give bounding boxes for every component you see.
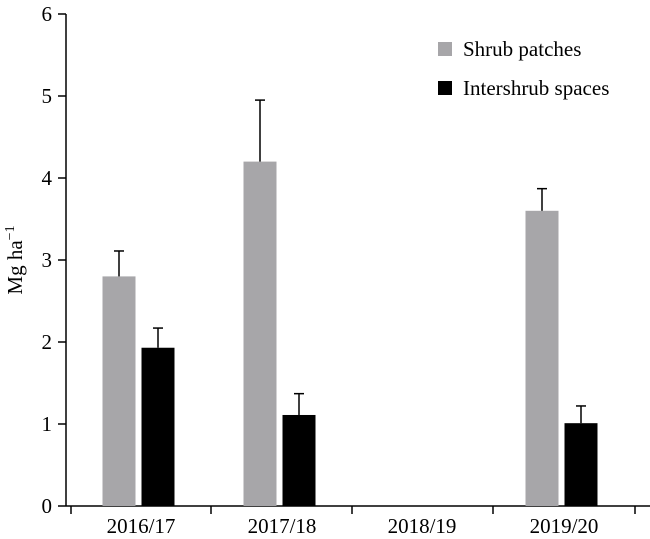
x-tick-label: 2016/17	[107, 514, 176, 538]
y-tick-label: 2	[42, 330, 53, 354]
bar	[525, 210, 559, 507]
y-axis-label: Mg ha−1	[3, 225, 27, 294]
y-tick-label: 3	[42, 248, 53, 272]
y-tick-label: 0	[42, 494, 53, 518]
y-axis-label-text: Mg ha	[3, 240, 27, 295]
bars	[102, 161, 598, 507]
x-ticks: 2016/17 2017/18 2018/19 2019/20	[70, 506, 636, 538]
bar	[243, 161, 277, 506]
legend-swatch	[438, 81, 452, 95]
legend-label: Shrub patches	[463, 37, 581, 61]
y-tick-label: 4	[42, 166, 53, 190]
legend-swatch	[438, 42, 452, 56]
x-tick-label: 2018/19	[388, 514, 457, 538]
x-tick-label: 2017/18	[248, 514, 317, 538]
legend: Shrub patches Intershrub spaces	[438, 37, 609, 100]
y-tick-label: 6	[42, 2, 53, 26]
y-tick-label: 5	[42, 84, 53, 108]
bar	[102, 276, 136, 506]
bar	[141, 347, 175, 506]
y-tick-label: 1	[42, 412, 53, 436]
x-tick-label: 2019/20	[530, 514, 599, 538]
y-axis-label-superscript: −1	[3, 225, 18, 240]
y-ticks: 0 1 2 3 4 5 6	[42, 2, 66, 518]
bar	[564, 423, 598, 506]
legend-label: Intershrub spaces	[463, 76, 609, 100]
bar	[282, 414, 316, 506]
error-bars	[114, 99, 586, 424]
